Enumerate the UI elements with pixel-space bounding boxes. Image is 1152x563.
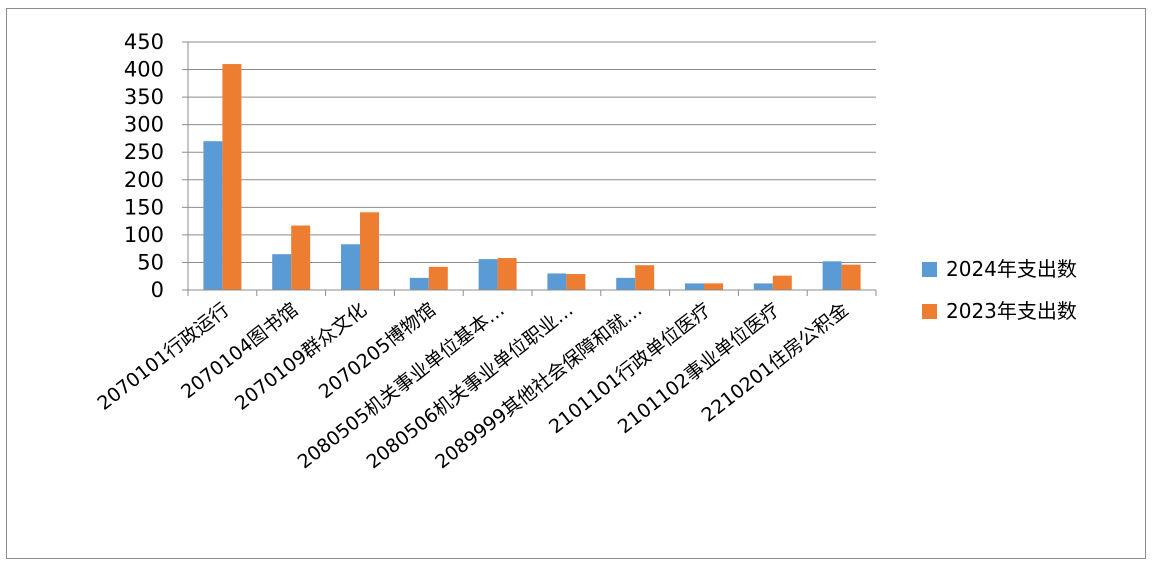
bar-2023 bbox=[772, 275, 792, 290]
bar-2023 bbox=[841, 264, 861, 290]
y-tick-label: 150 bbox=[124, 195, 164, 219]
legend-label: 2024年支出数 bbox=[946, 257, 1077, 281]
legend-label: 2023年支出数 bbox=[946, 299, 1077, 323]
bar-2024 bbox=[409, 277, 429, 290]
bar-2023 bbox=[566, 274, 586, 290]
bar-2024 bbox=[341, 244, 360, 290]
legend-swatch bbox=[922, 304, 937, 319]
x-category-label: 2070104图书馆 bbox=[177, 299, 302, 404]
x-category-label: 2070205博物馆 bbox=[315, 299, 440, 404]
bar-2023 bbox=[635, 265, 655, 290]
bar-2023 bbox=[497, 258, 517, 290]
y-tick-label: 300 bbox=[124, 113, 164, 137]
bar-2023 bbox=[360, 212, 379, 290]
y-tick-label: 0 bbox=[151, 278, 164, 302]
bar-2024 bbox=[203, 141, 223, 290]
y-tick-label: 400 bbox=[124, 58, 164, 82]
bar-2024 bbox=[547, 273, 567, 290]
y-tick-label: 450 bbox=[124, 30, 164, 54]
bar-2024 bbox=[822, 261, 842, 290]
bar-2024 bbox=[272, 254, 292, 290]
y-tick-label: 100 bbox=[124, 223, 164, 247]
bar-2023 bbox=[291, 225, 311, 290]
legend: 2024年支出数 2023年支出数 bbox=[922, 257, 1077, 323]
y-tick-label: 50 bbox=[137, 250, 164, 274]
y-tick-label: 250 bbox=[124, 140, 164, 164]
bar-2023 bbox=[428, 266, 448, 290]
bar-2023 bbox=[222, 64, 242, 291]
bars bbox=[203, 64, 861, 291]
x-category-label: 2070101行政运行 bbox=[93, 299, 233, 415]
bar-2024 bbox=[685, 283, 704, 290]
y-axis: 0 50 100 150 200 250 300 350 400 450 bbox=[124, 30, 189, 302]
bar-2023 bbox=[704, 283, 723, 290]
x-axis: 2070101行政运行2070104图书馆2070109群众文化2070205博… bbox=[93, 289, 877, 473]
legend-swatch bbox=[922, 262, 937, 277]
bar-2024 bbox=[753, 283, 773, 290]
y-tick-label: 350 bbox=[124, 85, 164, 109]
bar-2024 bbox=[478, 259, 498, 290]
bar-2024 bbox=[616, 277, 636, 290]
y-tick-label: 200 bbox=[124, 168, 164, 192]
